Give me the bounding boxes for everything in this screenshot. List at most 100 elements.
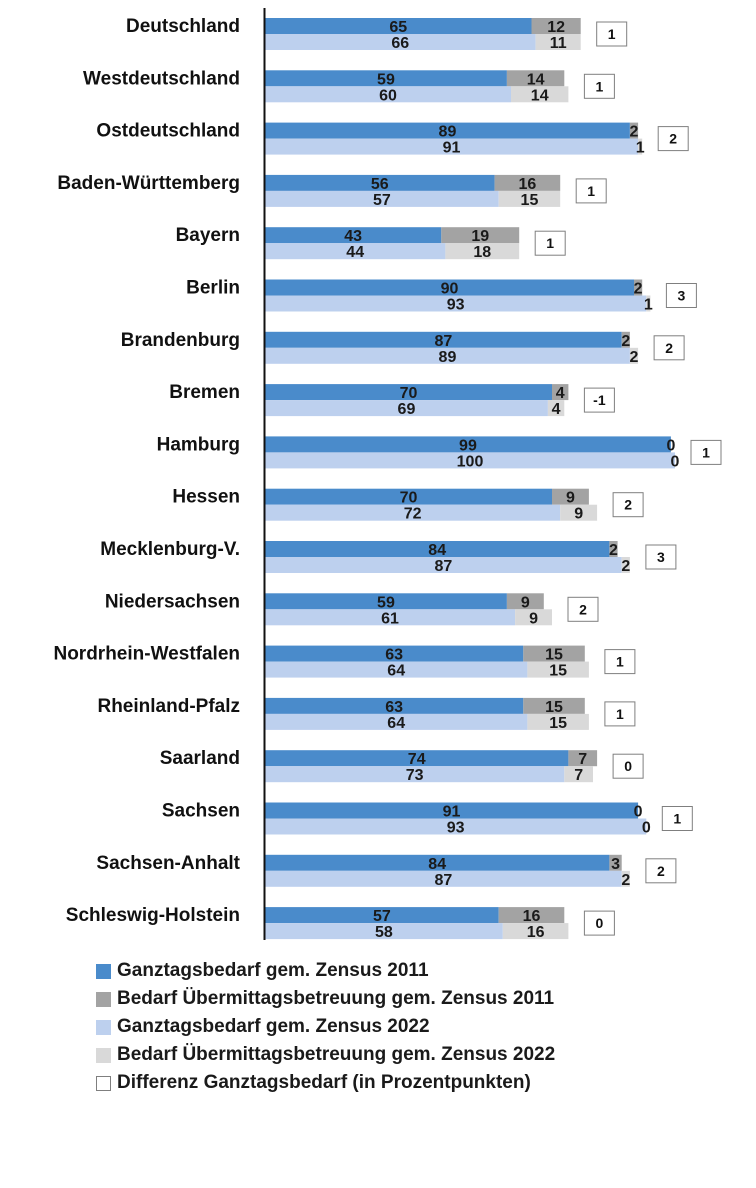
value-label-uebermittag-2011: 4 xyxy=(556,385,565,402)
difference-label: 2 xyxy=(665,340,673,356)
bar-uebermittag-2011 xyxy=(552,488,589,505)
bar-ganztag-2022 xyxy=(265,923,503,940)
difference-label: 2 xyxy=(669,131,677,147)
bar-ganztag-2011 xyxy=(265,227,442,244)
value-label-uebermittag-2011: 7 xyxy=(578,751,587,768)
legend-label: Bedarf Übermittagsbetreuung gem. Zensus … xyxy=(117,1044,556,1065)
bar-ganztag-2011 xyxy=(265,907,499,924)
difference-box xyxy=(596,21,628,47)
value-label-ganztag-2011: 43 xyxy=(344,228,362,245)
bar-uebermittag-2022 xyxy=(621,557,630,573)
bar-uebermittag-2011 xyxy=(523,645,585,662)
bar-ganztag-2011 xyxy=(265,697,524,714)
value-label-ganztag-2022: 93 xyxy=(447,820,465,837)
value-label-ganztag-2011: 90 xyxy=(441,281,459,298)
bar-uebermittag-2022 xyxy=(527,713,589,730)
value-label-ganztag-2022: 89 xyxy=(439,349,457,366)
bar-uebermittag-2022 xyxy=(445,243,520,260)
value-label-uebermittag-2022: 14 xyxy=(531,87,549,104)
value-label-ganztag-2022: 73 xyxy=(406,767,424,784)
difference-box xyxy=(604,649,636,675)
value-label-ganztag-2011: 87 xyxy=(434,333,452,350)
bar-ganztag-2022 xyxy=(265,766,565,783)
value-label-uebermittag-2022: 16 xyxy=(527,924,545,941)
legend-item: Differenz Ganztagsbedarf (in Prozentpunk… xyxy=(96,1069,555,1097)
bar-uebermittag-2011 xyxy=(609,854,622,871)
difference-label: 3 xyxy=(657,549,665,565)
category-label: Nordrhein-Westfalen xyxy=(53,644,240,665)
value-label-uebermittag-2011: 2 xyxy=(609,542,618,559)
legend-item: Ganztagsbedarf gem. Zensus 2011 xyxy=(96,957,555,985)
bar-uebermittag-2022 xyxy=(515,609,552,626)
difference-box xyxy=(583,910,615,936)
bar-ganztag-2022 xyxy=(265,295,647,312)
value-label-uebermittag-2022: 0 xyxy=(671,453,680,470)
difference-label: 0 xyxy=(624,758,632,774)
value-label-ganztag-2011: 74 xyxy=(408,751,426,768)
value-label-uebermittag-2022: 9 xyxy=(574,506,583,523)
legend-swatch xyxy=(96,963,111,979)
value-label-ganztag-2011: 99 xyxy=(459,437,477,454)
difference-box xyxy=(575,178,607,204)
value-label-uebermittag-2011: 2 xyxy=(630,124,639,141)
bar-uebermittag-2011 xyxy=(523,697,585,714)
difference-label: 1 xyxy=(596,78,604,94)
category-label: Bremen xyxy=(169,382,240,403)
value-label-uebermittag-2011: 12 xyxy=(547,19,565,36)
difference-label: 3 xyxy=(678,288,686,304)
difference-label: 2 xyxy=(624,497,632,513)
bar-ganztag-2011 xyxy=(265,541,610,557)
category-label: Sachsen xyxy=(162,801,240,822)
category-label: Baden-Württemberg xyxy=(57,173,240,194)
value-label-ganztag-2011: 84 xyxy=(428,856,446,873)
value-label-ganztag-2011: 70 xyxy=(400,385,418,402)
difference-box xyxy=(534,230,566,256)
difference-box xyxy=(604,701,636,727)
difference-label: 2 xyxy=(579,601,587,617)
difference-box xyxy=(583,73,615,99)
value-label-ganztag-2022: 60 xyxy=(379,87,397,104)
value-label-uebermittag-2011: 2 xyxy=(621,333,630,350)
bar-ganztag-2022 xyxy=(265,400,548,417)
value-label-ganztag-2022: 61 xyxy=(381,610,399,627)
bar-ganztag-2011 xyxy=(265,331,622,348)
bar-ganztag-2022 xyxy=(265,609,516,626)
value-label-uebermittag-2011: 9 xyxy=(566,490,575,507)
value-label-ganztag-2022: 57 xyxy=(373,192,391,209)
value-label-uebermittag-2022: 2 xyxy=(630,349,639,366)
value-label-ganztag-2022: 87 xyxy=(434,872,452,889)
bar-ganztag-2022 xyxy=(265,243,446,260)
bar-uebermittag-2011 xyxy=(629,122,639,139)
bar-uebermittag-2011 xyxy=(531,18,581,34)
legend-swatch xyxy=(96,991,111,1007)
bar-uebermittag-2022 xyxy=(638,138,643,155)
value-label-uebermittag-2022: 15 xyxy=(521,192,539,209)
bar-ganztag-2011 xyxy=(265,854,610,871)
bar-uebermittag-2011 xyxy=(506,593,544,610)
value-label-uebermittag-2022: 11 xyxy=(550,35,567,52)
category-label: Rheinland-Pfalz xyxy=(97,696,240,717)
difference-box xyxy=(661,806,693,831)
bar-uebermittag-2022 xyxy=(560,504,598,521)
value-label-uebermittag-2011: 15 xyxy=(545,699,563,716)
bar-uebermittag-2011 xyxy=(498,907,565,924)
legend-label: Ganztagsbedarf gem. Zensus 2011 xyxy=(117,960,429,981)
value-label-uebermittag-2011: 14 xyxy=(527,71,545,88)
legend-swatch xyxy=(96,1075,111,1091)
bar-uebermittag-2011 xyxy=(609,541,618,557)
bar-ganztag-2011 xyxy=(265,436,671,453)
bar-ganztag-2011 xyxy=(265,384,552,401)
value-label-ganztag-2022: 100 xyxy=(457,453,484,470)
bar-ganztag-2022 xyxy=(265,138,639,155)
value-label-ganztag-2022: 91 xyxy=(443,140,461,157)
legend: Ganztagsbedarf gem. Zensus 2011 Bedarf Ü… xyxy=(96,957,555,1097)
bar-ganztag-2011 xyxy=(265,174,495,191)
category-label: Westdeutschland xyxy=(83,68,240,89)
value-label-ganztag-2022: 64 xyxy=(387,715,405,732)
difference-box xyxy=(645,858,677,884)
value-label-ganztag-2022: 69 xyxy=(398,401,416,418)
value-label-uebermittag-2022: 1 xyxy=(636,140,645,157)
value-label-ganztag-2011: 91 xyxy=(443,804,461,821)
category-label: Niedersachsen xyxy=(105,591,240,612)
